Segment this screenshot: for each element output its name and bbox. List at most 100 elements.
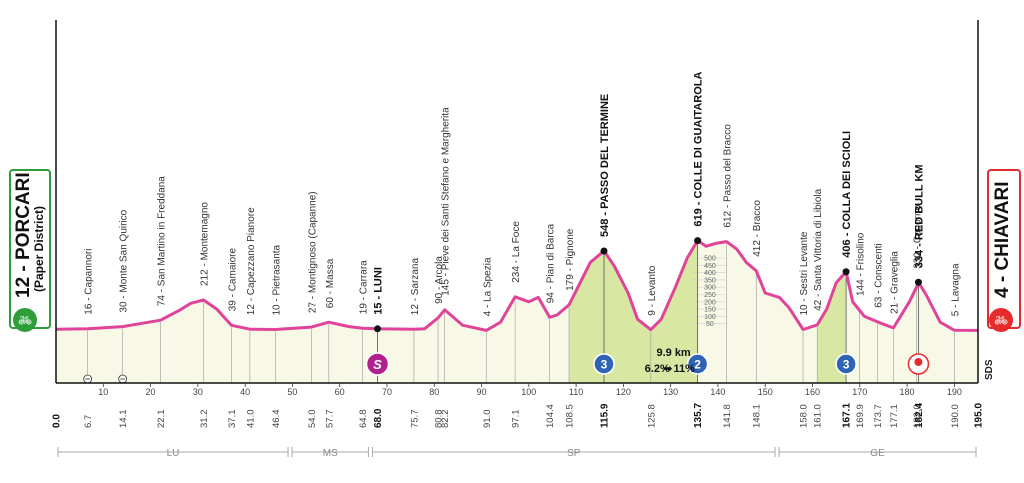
waypoint-km-label: 182.0 (912, 404, 923, 428)
waypoint-km-label: 182.4 (914, 403, 925, 428)
waypoint-km-label: 37.1 (227, 410, 238, 429)
km-scale-label: 190 (947, 387, 962, 397)
km-scale-label: 20 (146, 387, 156, 397)
waypoint-label: 612 - Passo del Bracco (723, 124, 734, 228)
climb-area (650, 240, 698, 383)
gpm-icon (593, 353, 615, 375)
km-scale-label: 170 (852, 387, 867, 397)
waypoint-label: 30 - Monte San Quirico (119, 209, 130, 312)
region-label: LU (167, 448, 180, 459)
waypoint-label: 74 - San Martino in Freddana (157, 176, 168, 307)
start-bike-badge (13, 308, 37, 332)
gpm-category: 3 (843, 358, 850, 372)
start-name: 12 - PORCARI (13, 172, 34, 298)
waypoint-km-label: 108.5 (565, 404, 576, 428)
waypoint-km-label: 64.8 (358, 410, 369, 429)
red-bull-sun-icon (914, 358, 923, 366)
waypoint-km-label: 41.0 (245, 410, 256, 429)
waypoint-label: 144 - Frisolino (855, 232, 866, 296)
waypoint-km-label: 158.0 (799, 404, 810, 428)
altitude-tick-label: 50 (706, 321, 714, 328)
markers-layer: 3 2 3 S 9.9 km 6.2%➡ 11% (83, 237, 930, 384)
waypoint-km-label: 161.0 (813, 404, 824, 428)
waypoint-labels-layer: 16 - Capannori 30 - Monte San Quirico 74 -… (84, 72, 962, 317)
km-scale-label: 40 (240, 387, 250, 397)
profile-fill-layer (56, 240, 978, 383)
waypoint-km-label: 57.7 (324, 410, 335, 429)
region-label: MS (323, 448, 338, 459)
axis-layer: 10 20 30 40 50 60 70 80 90 100 110 120 130 140 150 160 1… (52, 20, 985, 459)
waypoint-km-label: 104.4 (545, 404, 556, 428)
waypoint-label: 21 - Graveglia (889, 251, 900, 314)
waypoint-km-label: 6.7 (83, 415, 94, 428)
waypoint-label: 234 - La Foce (511, 221, 522, 283)
waypoint-km-label: 75.7 (409, 410, 420, 429)
km-scale-label: 130 (663, 387, 678, 397)
waypoint-label: 619 - COLLE DI GUAITAROLA (693, 72, 705, 227)
waypoint-label: 406 - COLLA DEI SCIOLI (841, 131, 853, 258)
waypoint-km-label: 82.2 (440, 410, 451, 429)
finish-bike-badge (989, 308, 1013, 332)
waypoint-label: 179 - Pignone (565, 228, 576, 291)
bike-icon: 🚲︎ (18, 314, 32, 327)
waypoint-km-label: 115.9 (600, 403, 611, 428)
waypoint-lines-layer (87, 240, 955, 383)
arrow-right-icon: ➡ (663, 362, 672, 375)
km-scale-label: 70 (382, 387, 392, 397)
waypoint-km-label: 14.1 (118, 410, 129, 429)
bike-icon: 🚲︎ (994, 314, 1008, 327)
waypoint-label: 90 - Arcola (434, 256, 445, 304)
altitude-tick-label: 500 (704, 256, 716, 263)
waypoint-km-label: 173.7 (873, 404, 884, 428)
climb-avg-gradient: 6.2% (645, 363, 670, 375)
start-subtitle: (Paper District) (32, 206, 46, 292)
waypoint-label: 10 - Sestri Levante (799, 231, 810, 315)
km-scale-label: 90 (477, 387, 487, 397)
waypoint-label: 212 - Montemagno (200, 202, 211, 286)
waypoint-km-label: 195.0 (974, 403, 985, 428)
climb-area (569, 251, 651, 383)
waypoint-label: 334 - RED BULL KM (913, 164, 925, 268)
profile-line-layer (55, 239, 979, 332)
km-scale-label: 60 (335, 387, 345, 397)
gpm-icon (686, 353, 709, 375)
sprint-label: S (373, 357, 382, 372)
sprint-icon (365, 352, 390, 376)
gpm-badge: 2 (686, 353, 709, 375)
climb-max-gradient: 11% (674, 363, 696, 375)
km-scale-label: 120 (616, 387, 631, 397)
summit-dot (694, 237, 702, 245)
gpm-category: 2 (694, 358, 701, 372)
waypoint-label: 94 - Pian di Barca (546, 223, 557, 303)
altitude-tick-label: 400 (704, 270, 716, 277)
waypoint-km-label: 54.0 (307, 410, 318, 429)
climb-area (817, 271, 847, 383)
km-scale-label: 80 (429, 387, 439, 397)
km-scale-label: 180 (900, 387, 915, 397)
waypoint-label: 60 - Massa (325, 258, 336, 308)
waypoint-km-label: 148.1 (752, 404, 763, 428)
altitude-tick-label: 250 (704, 292, 716, 299)
km-scale-label: 30 (193, 387, 203, 397)
waypoint-label: 4 - La Spezia (482, 257, 493, 316)
km-scale-label: 150 (758, 387, 773, 397)
altitude-tick-label: 200 (704, 299, 716, 306)
waypoint-km-label: 167.1 (842, 403, 853, 428)
waypoint-label: 42 - Santa Vittoria di Libiola (813, 188, 824, 311)
waypoint-label: 145 - Pieve dei Santi Stefano e Margheri… (441, 107, 452, 296)
summit-dot (600, 247, 608, 255)
waypoint-label: 9 - Levanto (647, 265, 658, 315)
start-finish-layer: 🚲︎ 12 - PORCARI (Paper District) 🚲︎ 4 - … (9, 169, 1021, 380)
km-scale-label: 110 (569, 387, 583, 397)
finish-panel: 🚲︎ 4 - CHIAVARI (987, 169, 1021, 332)
waypoint-label: 330 - Cogorno (913, 204, 924, 268)
waypoint-label: 10 - Pietrasanta (271, 244, 282, 315)
altitude-tick-label: 100 (704, 314, 716, 321)
waypoint-km-label: 0.0 (52, 414, 63, 428)
altitude-tick-label: 300 (704, 285, 716, 292)
waypoint-label: 412 - Bracco (752, 200, 763, 257)
waypoint-km-label: 46.4 (271, 410, 282, 429)
gpm-category: 3 (601, 358, 608, 372)
waypoint-label: 39 - Camaiore (227, 248, 238, 312)
finish-name: 4 - CHIAVARI (992, 182, 1013, 298)
